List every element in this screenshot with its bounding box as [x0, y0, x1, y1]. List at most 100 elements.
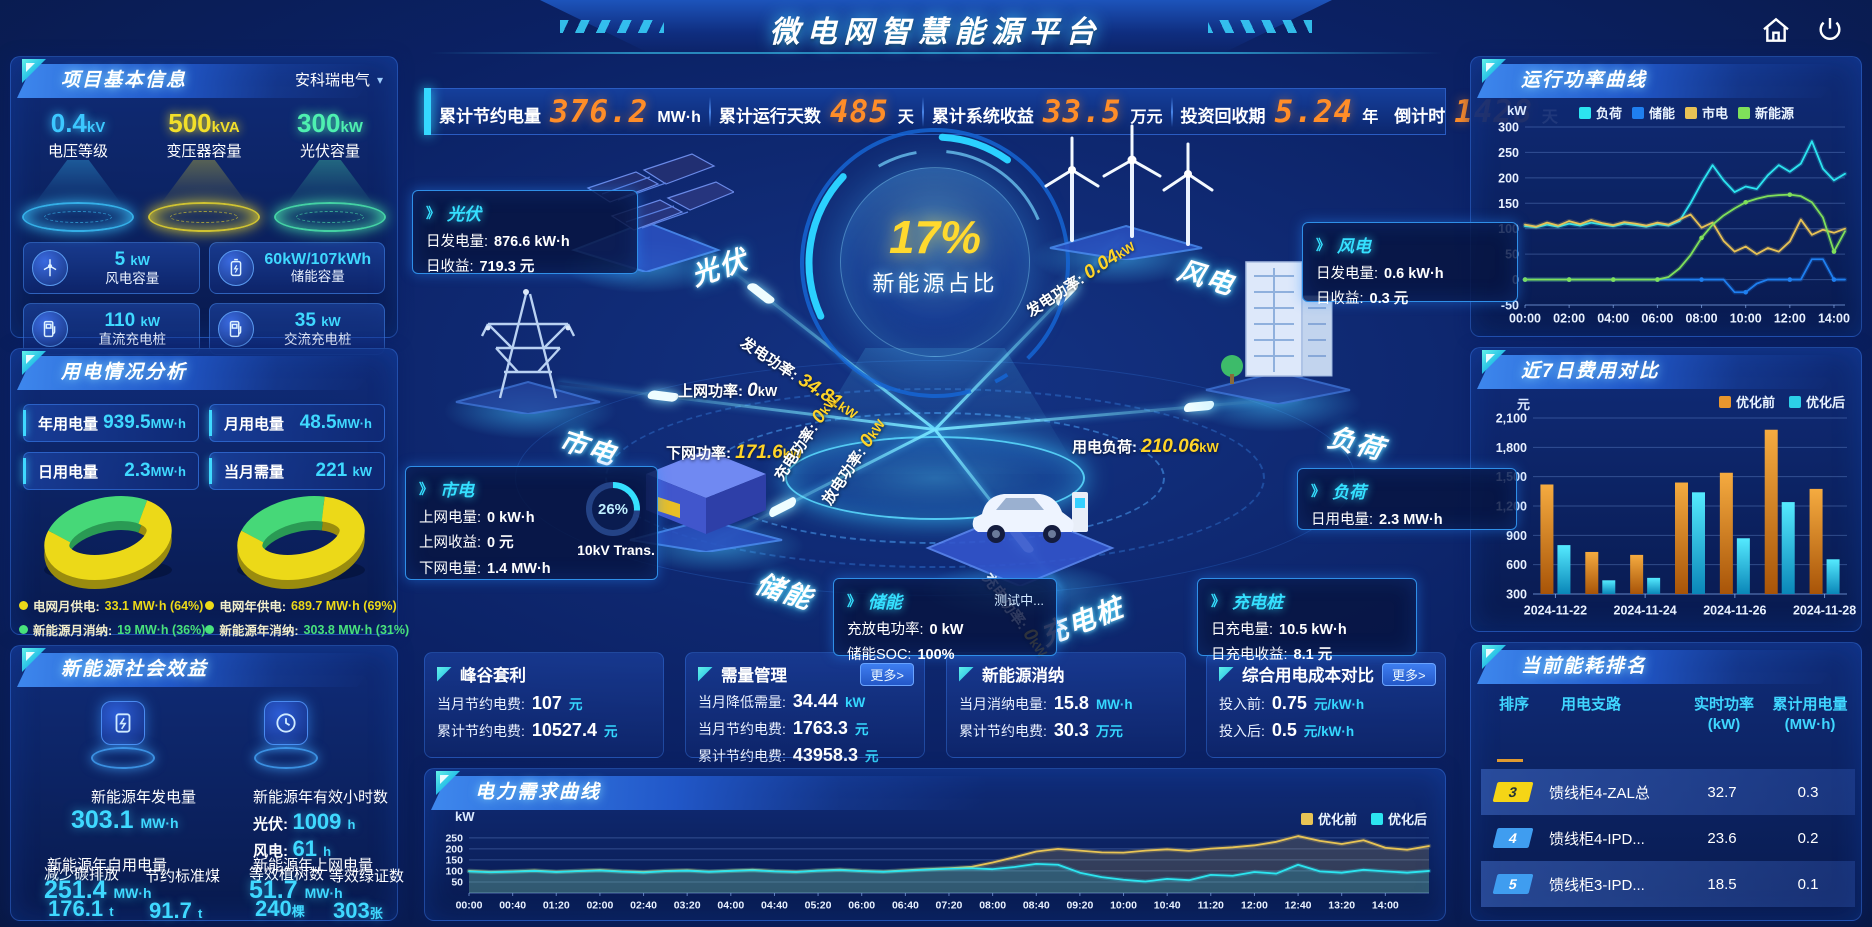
run-power-chart: -5005010015020025030000:0002:0004:0006:0…	[1498, 121, 1850, 326]
cost-chart-legend: 优化前 优化后	[1718, 392, 1845, 411]
svg-text:04:00: 04:00	[1597, 312, 1629, 326]
svg-text:300: 300	[1498, 121, 1519, 135]
svg-text:2024-11-26: 2024-11-26	[1703, 604, 1766, 618]
tree-equivalent-value: 240棵	[255, 896, 305, 921]
svg-text:200: 200	[1498, 171, 1519, 185]
generation-icon	[87, 699, 159, 777]
grid-feed-value: 51.7 MW·h	[249, 876, 343, 904]
legend-item[interactable]: 优化后	[1788, 392, 1845, 411]
more-button[interactable]: 更多>	[860, 662, 914, 686]
legend-item[interactable]: 优化后	[1370, 809, 1427, 828]
home-icon[interactable]	[1760, 14, 1792, 46]
year-donut-legend: 电网年供电: 689.7 MW·h (69%) 新能源年消纳: 303.8 MW…	[205, 596, 409, 639]
month-supply-donut	[28, 494, 188, 594]
card-corner-icon	[959, 666, 974, 682]
pedestal-ring	[22, 202, 134, 232]
svg-text:2,100: 2,100	[1496, 412, 1527, 426]
green-cert-label: 等效绿证数	[329, 868, 405, 885]
svg-text:250: 250	[1498, 146, 1519, 160]
svg-text:06:00: 06:00	[1641, 312, 1673, 326]
svg-text:01:20: 01:20	[543, 900, 570, 912]
power-tower-icon	[455, 289, 601, 414]
card-corner-icon	[1219, 666, 1234, 682]
svg-text:300: 300	[1506, 588, 1527, 602]
pedestal-ring	[274, 202, 386, 232]
ac-charger-icon	[217, 311, 254, 347]
svg-text:10:40: 10:40	[1154, 900, 1181, 912]
arrow-icon: 》	[1311, 482, 1325, 499]
svg-text:2024-11-28: 2024-11-28	[1793, 604, 1856, 618]
svg-text:08:00: 08:00	[1686, 312, 1718, 326]
wind-turbine-icon	[32, 250, 68, 286]
svg-text:02:00: 02:00	[1553, 312, 1585, 326]
kpi-payback-period: 投资回收期 5.24 年	[1180, 93, 1379, 130]
rank-badge: 3	[1492, 782, 1534, 802]
ranking-table-header: 排序 用电支路 实时功率 (kW) 累计用电量 (MW·h)	[1498, 696, 1848, 733]
legend-item[interactable]: 负荷	[1579, 103, 1622, 122]
svg-text:14:00: 14:00	[1818, 312, 1850, 326]
company-select[interactable]: 安科瑞电气 ▾	[295, 69, 383, 90]
yearly-usage-stat: 年用电量 939.5MW·h	[23, 404, 199, 442]
legend-item[interactable]: 优化前	[1300, 809, 1357, 828]
pv-hours: 光伏: 1009 h	[253, 809, 356, 834]
svg-text:50: 50	[451, 877, 463, 889]
kpi-bar-accent	[424, 88, 431, 135]
svg-text:200: 200	[445, 844, 463, 856]
usage-analysis-panel: 用电情况分析 年用电量 939.5MW·h 月用电量 48.5MW·h 日用电量 2.…	[10, 348, 409, 638]
effective-hours-label: 新能源年有效小时数	[253, 789, 389, 806]
svg-text:09:20: 09:20	[1066, 900, 1093, 912]
dome-ring-arcs	[800, 128, 1070, 398]
transformer-capacity-item: 500kVA 变压器容量	[144, 108, 264, 234]
svg-text:12:00: 12:00	[1241, 900, 1268, 912]
ranking-table: 3 馈线柜4-ZAL总 32.7 0.3 4 馈线柜4-IPD... 23.6 …	[1481, 769, 1855, 914]
light-cone	[159, 160, 249, 206]
legend-item[interactable]: 新能源	[1738, 103, 1794, 122]
svg-text:250: 250	[445, 833, 463, 845]
svg-text:12:00: 12:00	[1774, 312, 1806, 326]
peak-valley-card: 峰谷套利 当月节约电费: 107 元 累计节约电费: 10527.4 元	[424, 652, 664, 758]
demand-curve-panel: 电力需求曲线 kW 优化前 优化后 50 100 150 200 250 00:00 00:4…	[424, 768, 1446, 921]
green-cert-value: 303张	[333, 898, 383, 923]
legend-item[interactable]: 优化前	[1718, 392, 1775, 411]
self-use-label: 新能源年自用电量	[47, 857, 168, 874]
panel-title: 近7日费用对比	[1521, 361, 1660, 382]
cost-comparison-card: 综合用电成本对比 更多> 投入前: 0.75 元/kW·h 投入后: 0.5 元/kW·…	[1206, 652, 1446, 758]
svg-text:04:00: 04:00	[717, 900, 744, 912]
monthly-demand-stat: 当月需量 221 kW	[209, 452, 385, 490]
svg-text:14:00: 14:00	[1372, 900, 1399, 912]
legend-item[interactable]: 储能	[1632, 103, 1675, 122]
load-power-flow: 用电负荷: 210.06kW	[1072, 436, 1219, 457]
arrow-icon: 》	[426, 204, 440, 221]
panel-title: 用电情况分析	[61, 362, 188, 383]
panel-title: 项目基本信息	[61, 70, 188, 91]
arrow-icon: 》	[1316, 236, 1330, 253]
svg-text:-50: -50	[1501, 299, 1519, 313]
transformer-load-value: 26%	[597, 500, 629, 518]
dc-charger-icon	[32, 311, 68, 347]
social-benefit-panel: 新能源社会效益 新能源年发电量 303.1 MW·h 新能源年有效小时数 光伏:…	[10, 645, 404, 923]
table-row[interactable]: 5 馈线柜3-IPD... 18.5 0.1	[1481, 861, 1855, 907]
legend-item[interactable]: 市电	[1685, 103, 1728, 122]
building-icon	[1205, 261, 1351, 404]
y-axis-unit: kW	[1507, 103, 1527, 118]
co2-reduction-value: 176.1 t	[48, 896, 114, 921]
from-grid-flow: 下网功率: 171.6kW	[666, 442, 803, 463]
svg-text:2024-11-24: 2024-11-24	[1614, 604, 1677, 618]
arrow-icon: 》	[847, 592, 861, 609]
legend-dot	[205, 601, 215, 610]
battery-icon	[217, 250, 254, 286]
more-button[interactable]: 更多>	[1382, 662, 1436, 686]
power-icon[interactable]	[1814, 14, 1846, 46]
ranking-accent-dash	[1497, 759, 1523, 762]
month-donut-legend: 电网月供电: 33.1 MW·h (64%) 新能源月消纳: 19 MW·h (…	[19, 596, 205, 639]
pv-capacity-item: 300kW 光伏容量	[270, 108, 390, 234]
annual-generation-label: 新能源年发电量	[91, 789, 197, 806]
table-row[interactable]: 3 馈线柜4-ZAL总 32.7 0.3	[1481, 769, 1855, 815]
table-row[interactable]: 4 馈线柜4-IPD... 23.6 0.2	[1481, 815, 1855, 861]
svg-text:02:40: 02:40	[630, 900, 657, 912]
svg-text:1,800: 1,800	[1496, 441, 1527, 455]
to-grid-flow: 上网功率: 0kW	[678, 380, 778, 401]
table-row[interactable]: 6 馈线柜6-IPD 22.7 0.1	[1481, 907, 1855, 914]
